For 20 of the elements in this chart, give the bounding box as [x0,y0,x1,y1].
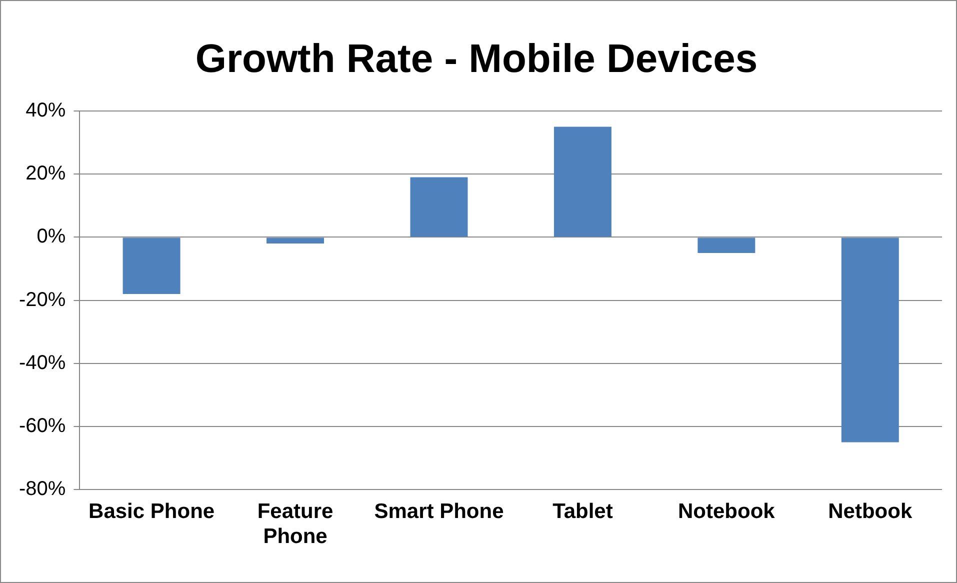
x-tick-label: Smart Phone [374,500,504,523]
bar [266,238,324,244]
x-tick-label: Notebook [678,500,776,523]
bar [554,126,612,237]
x-tick-label: Netbook [828,500,912,523]
x-tick-label: Feature Phone [257,500,334,548]
y-tick-label: -60% [18,415,66,438]
chart-title: Growth Rate - Mobile Devices [195,37,758,82]
bar [410,177,468,237]
y-tick-label: 20% [26,162,66,185]
x-tick-label: Tablet [552,500,613,523]
bar [841,238,899,442]
x-tick-label: Basic Phone [88,500,215,523]
y-tick-label: 0% [36,226,66,248]
y-tick-label: -40% [18,352,66,374]
y-tick-label: 40% [26,100,66,122]
y-tick-label: -20% [18,288,66,311]
bar [698,238,756,253]
y-tick-label: -80% [18,478,66,500]
bar [122,238,180,294]
